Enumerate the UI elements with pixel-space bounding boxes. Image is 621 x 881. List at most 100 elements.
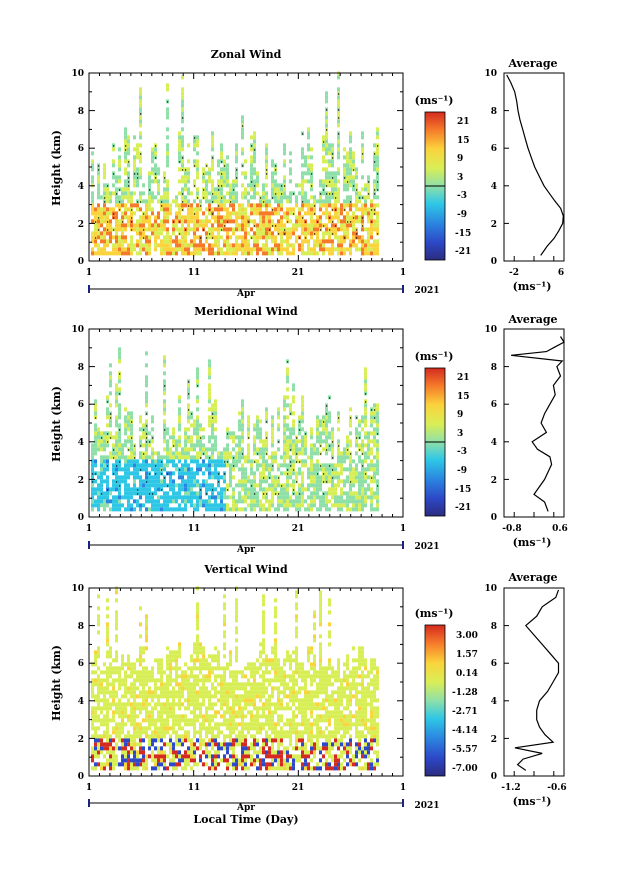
heatmap-cell <box>160 686 163 690</box>
heatmap-cell <box>202 219 205 223</box>
heatmap-cell <box>211 447 214 451</box>
heatmap-cell <box>157 738 160 742</box>
heatmap-cell <box>187 686 190 690</box>
heatmap-cell <box>358 239 361 243</box>
heatmap-cell <box>265 439 268 443</box>
heatmap-cell <box>190 467 193 471</box>
heatmap-speckle <box>119 189 120 190</box>
heatmap-cell <box>187 419 190 423</box>
heatmap-cell <box>202 678 205 682</box>
heatmap-cell <box>109 734 112 738</box>
heatmap-cell <box>187 495 190 499</box>
heatmap-cell <box>292 471 295 475</box>
heatmap-cell <box>181 87 184 91</box>
heatmap-cell <box>274 195 277 199</box>
heatmap-cell <box>226 207 229 211</box>
heatmap-cell <box>334 179 337 183</box>
heatmap-speckle <box>362 453 363 454</box>
heatmap-cell <box>289 235 292 239</box>
heatmap-cell <box>181 239 184 243</box>
heatmap-cell <box>184 239 187 243</box>
heatmap-cell <box>115 622 118 626</box>
heatmap-cell <box>211 754 214 758</box>
heatmap-cell <box>328 147 331 151</box>
heatmap-cell <box>112 251 115 255</box>
heatmap-cell <box>214 710 217 714</box>
heatmap-cell <box>310 147 313 151</box>
heatmap-cell <box>370 199 373 203</box>
heatmap-cell <box>250 227 253 231</box>
heatmap-cell <box>292 427 295 431</box>
heatmap-speckle <box>134 445 135 446</box>
heatmap-cell <box>337 95 340 99</box>
heatmap-speckle <box>287 469 288 470</box>
heatmap-speckle <box>179 161 180 162</box>
heatmap-cell <box>238 423 241 427</box>
heatmap-cell <box>271 171 274 175</box>
heatmap-cell <box>280 231 283 235</box>
heatmap-cell <box>301 411 304 415</box>
heatmap-cell <box>307 207 310 211</box>
heatmap-speckle <box>290 465 291 466</box>
heatmap-cell <box>121 455 124 459</box>
heatmap-speckle <box>329 465 330 466</box>
heatmap-cell <box>145 463 148 467</box>
heatmap-cell <box>175 227 178 231</box>
heatmap-cell <box>124 754 127 758</box>
heatmap-cell <box>268 235 271 239</box>
heatmap-cell <box>286 403 289 407</box>
heatmap-cell <box>232 227 235 231</box>
heatmap-cell <box>373 227 376 231</box>
heatmap-speckle <box>101 493 102 494</box>
heatmap-cell <box>367 231 370 235</box>
heatmap-cell <box>175 738 178 742</box>
heatmap-cell <box>157 758 160 762</box>
heatmap-cell <box>187 215 190 219</box>
heatmap-cell <box>121 682 124 686</box>
heatmap-cell <box>103 746 106 750</box>
heatmap-cell <box>244 195 247 199</box>
heatmap-speckle <box>209 233 210 234</box>
heatmap-cell <box>187 223 190 227</box>
heatmap-cell <box>136 766 139 770</box>
heatmap-cell <box>358 471 361 475</box>
heatmap-cell <box>232 467 235 471</box>
heatmap-cell <box>166 491 169 495</box>
heatmap-cell <box>322 179 325 183</box>
heatmap-cell <box>154 467 157 471</box>
heatmap-cell <box>118 706 121 710</box>
heatmap-speckle <box>320 453 321 454</box>
heatmap-cell <box>265 247 268 251</box>
heatmap-cell <box>331 171 334 175</box>
heatmap-cell <box>238 443 241 447</box>
heatmap-cell <box>139 674 142 678</box>
heatmap-cell <box>166 427 169 431</box>
heatmap-cell <box>244 223 247 227</box>
heatmap-cell <box>100 682 103 686</box>
heatmap-cell <box>307 507 310 511</box>
heatmap-cell <box>259 219 262 223</box>
heatmap-cell <box>229 455 232 459</box>
heatmap-cell <box>229 211 232 215</box>
heatmap-speckle <box>146 481 147 482</box>
heatmap-cell <box>295 499 298 503</box>
heatmap-cell <box>349 439 352 443</box>
heatmap-cell <box>217 223 220 227</box>
heatmap-cell <box>247 431 250 435</box>
heatmap-cell <box>124 491 127 495</box>
heatmap-cell <box>163 694 166 698</box>
heatmap-cell <box>211 131 214 135</box>
heatmap-cell <box>166 211 169 215</box>
profile-y-tick: 4 <box>491 438 497 448</box>
heatmap-cell <box>139 215 142 219</box>
heatmap-cell <box>121 662 124 666</box>
colorbar-tick: 9 <box>457 154 463 164</box>
heatmap-cell <box>115 415 118 419</box>
heatmap-cell <box>313 483 316 487</box>
heatmap-cell <box>247 475 250 479</box>
heatmap-cell <box>349 175 352 179</box>
heatmap-cell <box>130 662 133 666</box>
heatmap-cell <box>364 423 367 427</box>
heatmap-cell <box>91 670 94 674</box>
heatmap-cell <box>250 135 253 139</box>
